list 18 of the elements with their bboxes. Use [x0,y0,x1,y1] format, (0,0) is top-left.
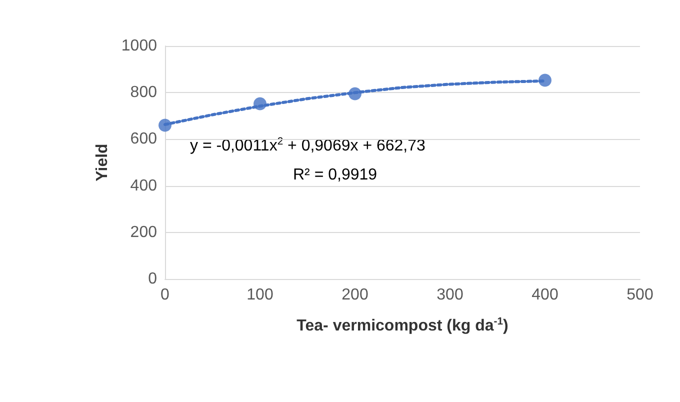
x-tick-label: 300 [436,286,464,304]
y-tick-label: 800 [130,84,158,102]
x-tick-label: 500 [626,286,654,304]
x-tick-label: 400 [532,286,558,304]
point [254,97,266,110]
point [348,87,362,100]
y-tick-label: 400 [130,177,158,194]
x-tick-label: 200 [342,286,368,304]
y-tick-label: 0 [148,270,158,288]
x-tick-label: 100 [246,286,274,304]
y-axis-title: Yield [94,144,112,182]
point [158,118,172,132]
annotation: R² = 0,9919 [293,166,378,184]
x-tick-label: 0 [160,286,170,304]
point [538,74,552,87]
y-tick-label: 200 [130,224,158,241]
y-tick-label: 600 [130,130,158,148]
y-tick-label: 1000 [121,38,158,54]
